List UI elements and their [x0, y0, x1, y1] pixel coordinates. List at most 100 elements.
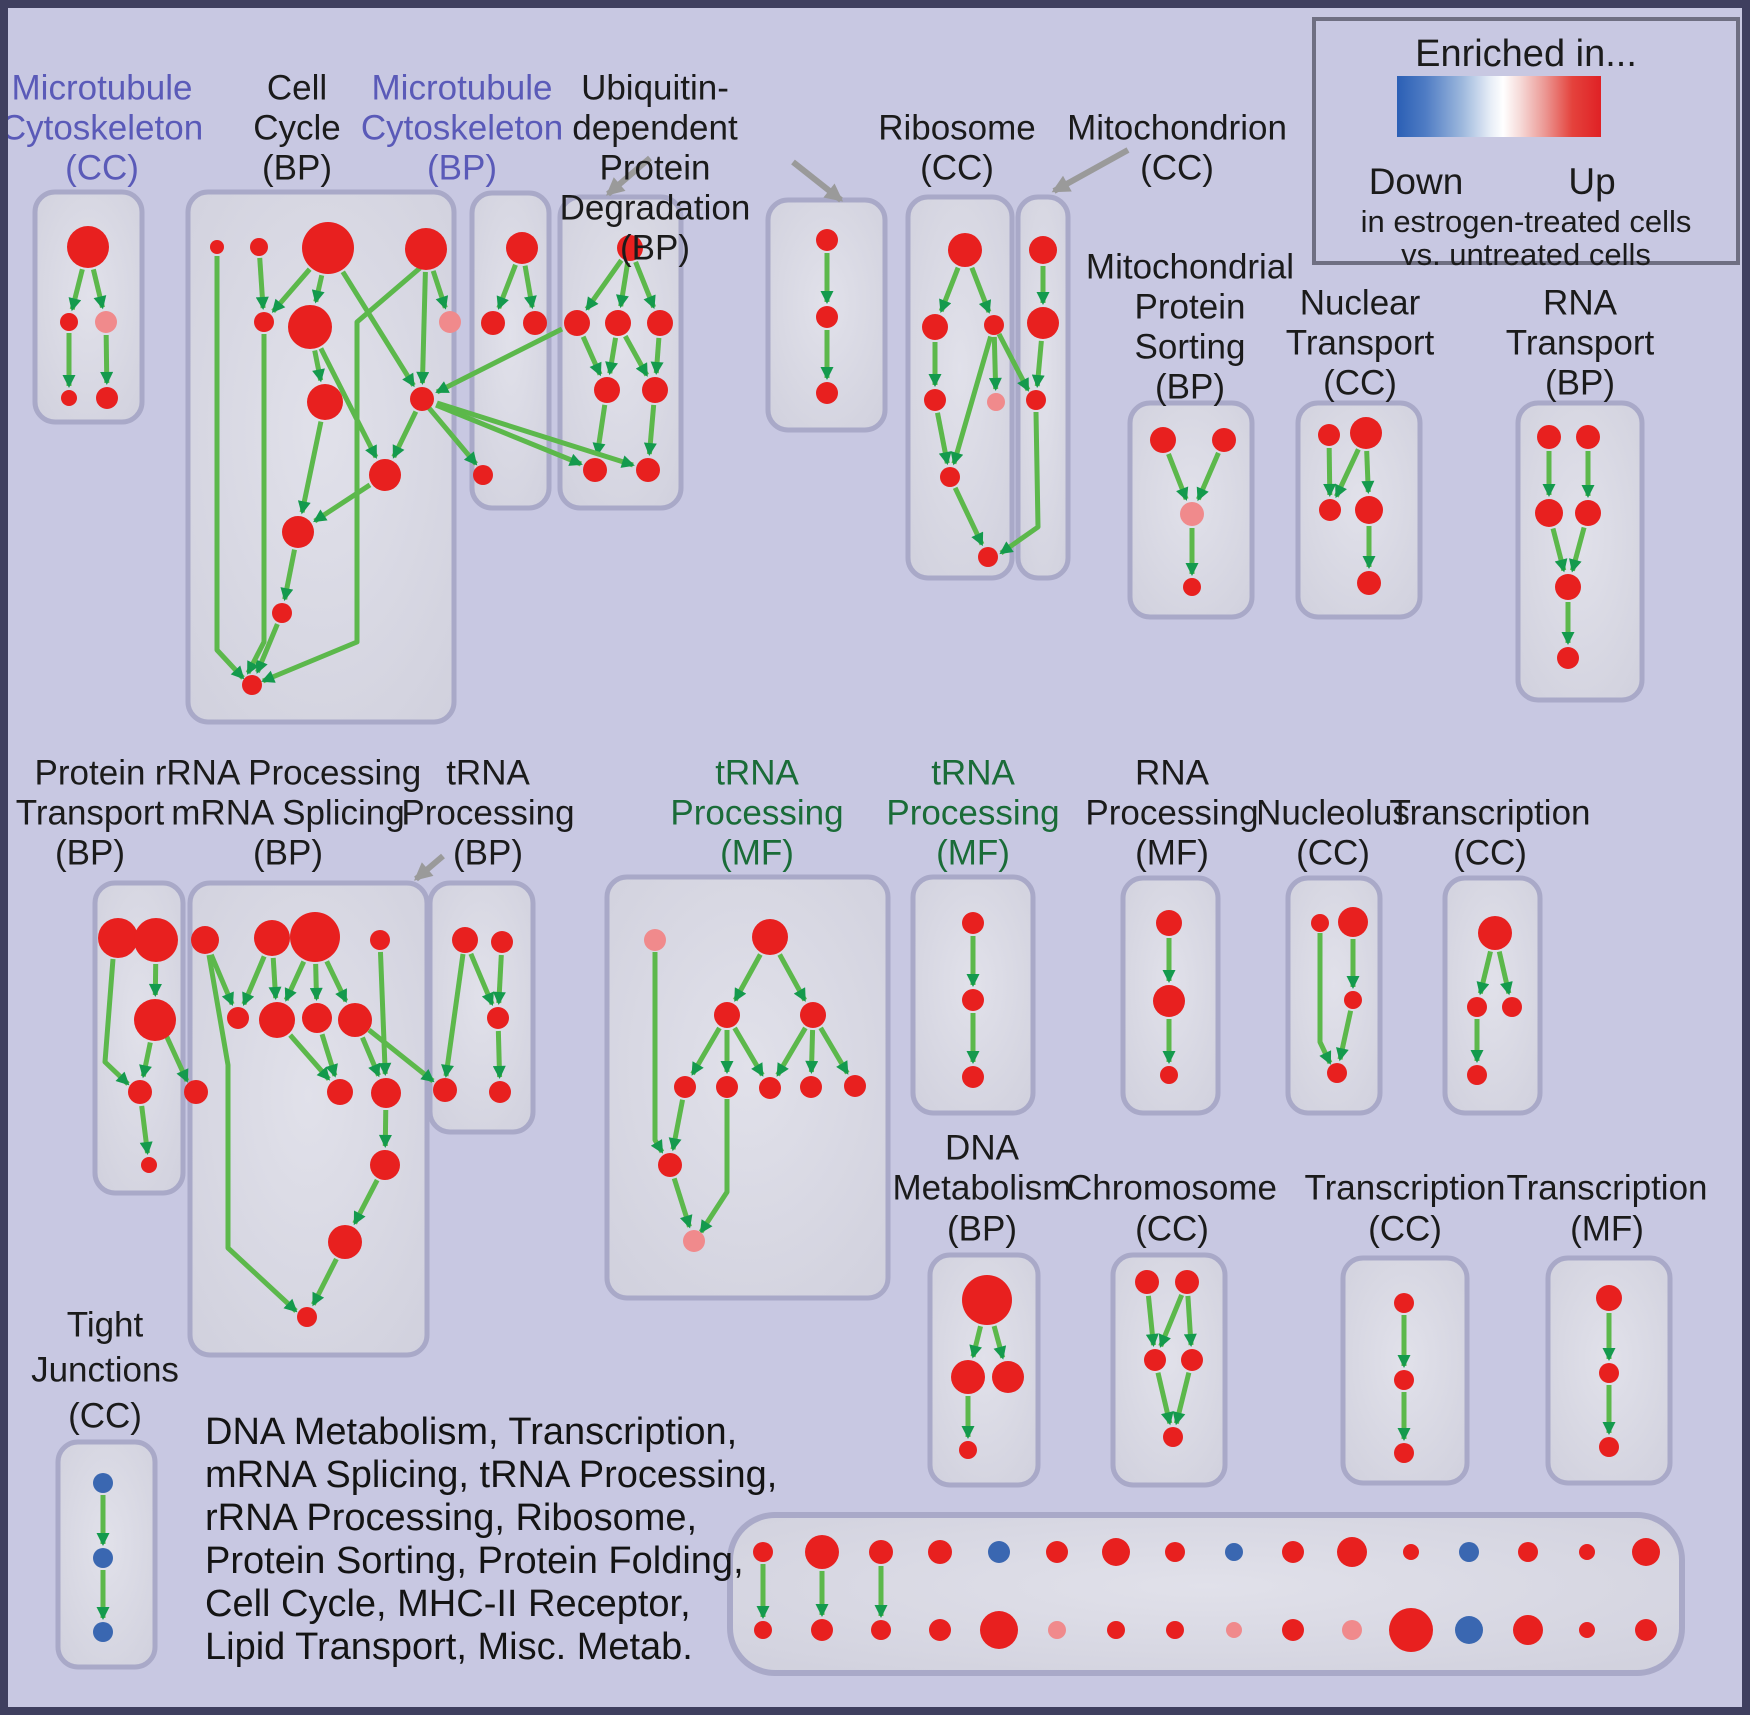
node-cell-cycle-I [410, 387, 434, 411]
annotation-arrow [605, 155, 652, 197]
edge-arrow [952, 486, 985, 547]
node-ubiq-a-UL [564, 310, 590, 336]
edge-arrow [90, 268, 107, 310]
summary-node-bottom-15 [1579, 1622, 1595, 1638]
label-trna-bp-line-1: tRNA [446, 754, 530, 793]
label-trna-mf-big-line-2: Processing [670, 794, 843, 833]
node-cell-cycle-B [250, 238, 268, 256]
label-chromosome-line-2: (CC) [1135, 1210, 1209, 1249]
node-trna-bp-tt2 [491, 931, 513, 953]
node-cell-cycle-M [242, 675, 262, 695]
edge-arrow [690, 1026, 722, 1076]
edge-arrow [255, 257, 269, 310]
label-dna-metab-line-3: (BP) [947, 1210, 1017, 1249]
summary-node-bottom-2 [811, 1619, 833, 1641]
edge-arrow [268, 957, 282, 1000]
node-ubiq-b-3 [816, 382, 838, 404]
summary-node-bottom-3 [871, 1620, 891, 1640]
node-ubiq-a-UML [594, 377, 620, 403]
node-ribosome-RLow [940, 467, 960, 487]
node-rna-transport-R2 [1576, 425, 1600, 449]
footnote-line-2: mRNA Splicing, tRNA Processing, [205, 1454, 778, 1496]
link-arrow [245, 334, 267, 675]
annotation-arrow [413, 853, 445, 882]
footnote-line-6: Lipid Transport, Misc. Metab. [205, 1626, 693, 1668]
legend-box: Enriched in... Down Up in estrogen-treat… [1312, 17, 1740, 272]
label-nuclear-transport-line-1: Nuclear [1300, 284, 1421, 323]
summary-node-top-4 [928, 1540, 952, 1564]
layer-labels: MicrotubuleCytoskeleton(CC)CellCycle(BP)… [1, 69, 1708, 1436]
label-mt-bp-line-2: Cytoskeleton [361, 109, 563, 148]
label-ubiq-label-line-4: Degradation [560, 189, 751, 228]
edge-arrow [288, 1033, 331, 1081]
node-transcription-cc-mid-tc1 [1478, 916, 1512, 950]
edge-arrow [241, 955, 267, 1006]
node-mt-bp-T [506, 232, 538, 264]
node-transcription-cc-bot-3 [1394, 1443, 1414, 1463]
link-arrow [650, 952, 665, 1154]
link-arrow [163, 1033, 190, 1083]
annotation-arrow [791, 159, 844, 203]
label-ubiq-label-line-5: (BP) [620, 229, 690, 268]
edge-arrow [297, 421, 324, 515]
node-rrna-rd1 [370, 1150, 400, 1180]
label-tight-junctions-line-3: (CC) [68, 1397, 142, 1436]
label-transcription-cc-bot-line-1: Transcription [1305, 1169, 1506, 1208]
node-nucleolus-nl2 [1338, 907, 1368, 937]
edge-arrow [584, 258, 624, 311]
node-tight-junctions-2 [93, 1548, 113, 1568]
node-protein-transport-P4 [128, 1080, 152, 1104]
summary-node-bottom-14 [1513, 1615, 1543, 1645]
edge-arrow [139, 1042, 153, 1079]
label-trna-mf-big-line-1: tRNA [715, 754, 799, 793]
label-mito-line-2: (CC) [1140, 149, 1214, 188]
label-ribosome-line-2: (CC) [920, 149, 994, 188]
node-trna-bp-tt1 [452, 927, 478, 953]
summary-node-top-13 [1459, 1542, 1479, 1562]
edge-arrow [1158, 1294, 1184, 1348]
label-transcription-mf-line-1: Transcription [1507, 1169, 1708, 1208]
node-transcription-cc-mid-tc3 [1502, 997, 1522, 1017]
link-arrow [999, 411, 1041, 556]
box-transcription-cc-mid [1442, 875, 1543, 1116]
node-cell-cycle-J [369, 459, 401, 491]
node-mt-cc-a [67, 226, 109, 268]
summary-node-bottom-13 [1455, 1616, 1483, 1644]
summary-node-bottom-16 [1635, 1619, 1657, 1641]
edge-arrow [1031, 340, 1045, 388]
edge-arrow [777, 953, 807, 1002]
edge-arrow [468, 952, 495, 1006]
node-transcription-cc-mid-tc2 [1467, 997, 1487, 1017]
edge-arrow [1476, 950, 1493, 996]
summary-node-top-7 [1102, 1538, 1130, 1566]
node-rna-transport-R1 [1537, 425, 1561, 449]
legend-subtitle-2: vs. untreated cells [1401, 237, 1651, 272]
node-rrna-rm1 [227, 1007, 249, 1029]
summary-node-bottom-4 [929, 1619, 951, 1641]
node-mito-sort-SB [1183, 578, 1201, 596]
link-arrow [214, 256, 245, 680]
edge-arrow [650, 337, 664, 375]
label-trna-bp-line-2: Processing [401, 794, 574, 833]
footnote-line-3: rRNA Processing, Ribosome, [205, 1497, 698, 1539]
node-dna-metab-dm2 [951, 1360, 985, 1394]
node-rrna-rt3 [290, 912, 340, 962]
edge-arrow [805, 1029, 819, 1074]
edge-arrow [935, 412, 952, 466]
label-mt-bp-line-3: (BP) [427, 149, 497, 188]
summary-node-top-8 [1165, 1542, 1185, 1562]
summary-node-bottom-11 [1342, 1620, 1362, 1640]
node-mt-cc-b [60, 313, 78, 331]
edge-arrow [969, 266, 992, 314]
node-cell-cycle-K [282, 516, 314, 548]
node-chromosome-ch4 [1181, 1349, 1203, 1371]
summary-node-bottom-9 [1226, 1622, 1242, 1638]
node-trna-mf-small-2 [962, 989, 984, 1011]
label-rna-transport-line-1: RNA [1543, 284, 1618, 323]
node-cell-cycle-C [302, 222, 354, 274]
label-trna-mf-big-line-3: (MF) [720, 834, 794, 873]
label-trna-bp-line-3: (BP) [453, 834, 523, 873]
node-rrna-rt4 [370, 930, 390, 950]
node-dna-metab-dm3 [992, 1361, 1024, 1393]
